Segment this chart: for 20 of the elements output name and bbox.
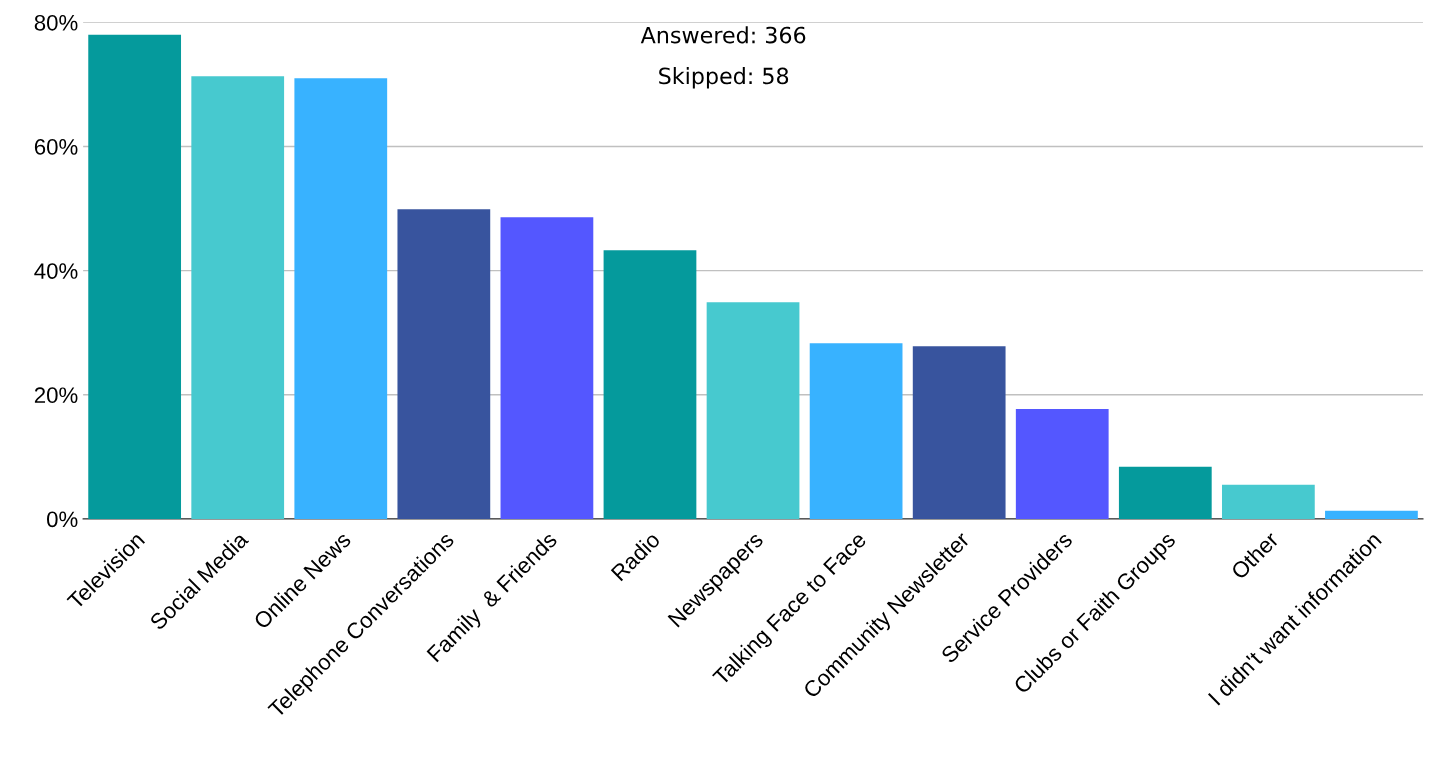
y-tick-label: 80%	[34, 14, 78, 31]
bar	[1221, 484, 1315, 519]
bar	[1015, 409, 1109, 519]
y-tick-label: 0%	[47, 511, 78, 528]
bar	[1118, 466, 1212, 519]
y-tick-label: 60%	[34, 139, 78, 155]
annotation: Skipped: 58	[659, 67, 789, 89]
bar	[397, 209, 491, 519]
bar	[88, 34, 182, 519]
bar	[294, 78, 388, 519]
bar	[912, 346, 1006, 519]
bar	[809, 343, 903, 519]
bar	[603, 250, 697, 519]
annotation: Answered: 366	[640, 26, 806, 44]
bar	[706, 302, 800, 519]
bar	[1325, 510, 1418, 519]
bar	[191, 76, 285, 519]
y-tick-label: 40%	[34, 263, 78, 279]
bar	[500, 217, 594, 519]
y-tick-label: 20%	[34, 387, 78, 404]
